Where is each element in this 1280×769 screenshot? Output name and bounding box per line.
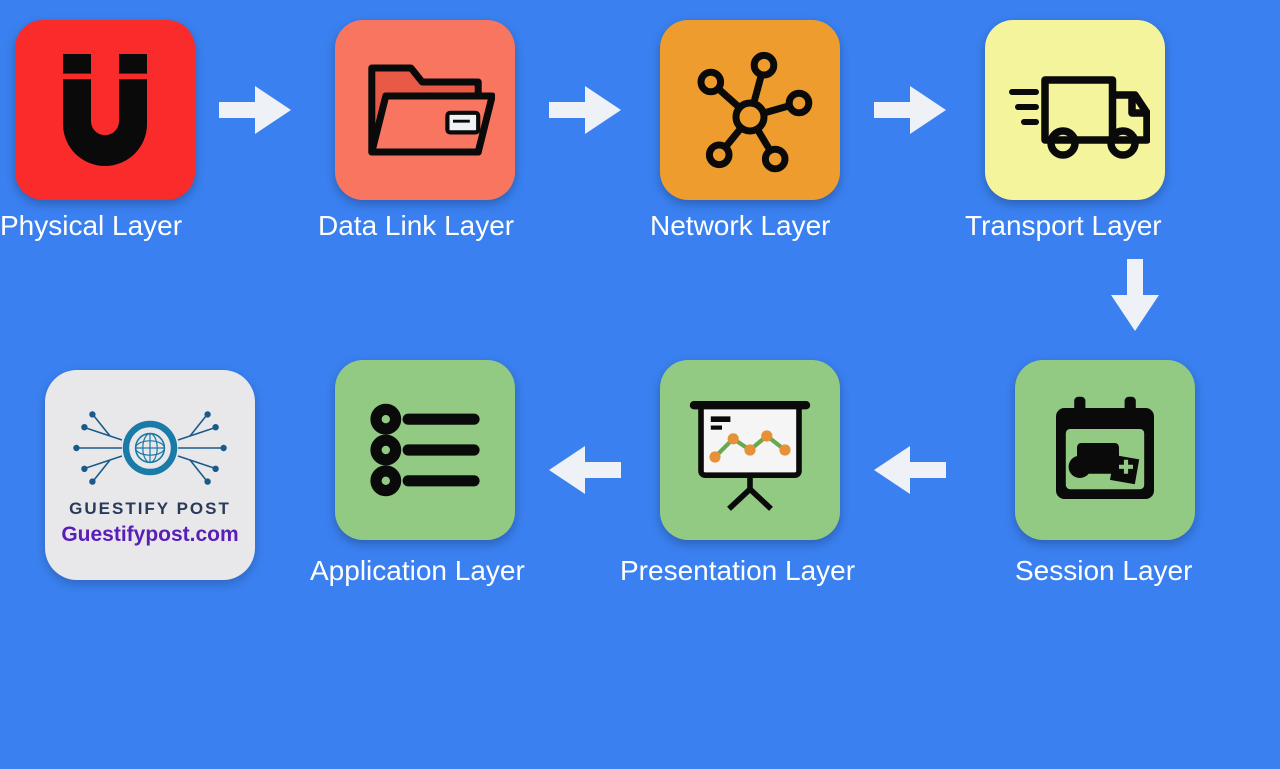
tile-session bbox=[1015, 360, 1195, 540]
tile-physical bbox=[15, 20, 195, 200]
guestify-logo-icon bbox=[70, 403, 230, 493]
folder-icon bbox=[355, 40, 495, 180]
label-session: Session Layer bbox=[1015, 555, 1192, 587]
label-transport: Transport Layer bbox=[965, 210, 1162, 242]
tile-datalink bbox=[335, 20, 515, 200]
tile-presentation bbox=[660, 360, 840, 540]
tile-application bbox=[335, 360, 515, 540]
arrow-left-1 bbox=[870, 440, 950, 500]
magnet-icon bbox=[35, 40, 175, 180]
label-datalink: Data Link Layer bbox=[318, 210, 514, 242]
label-presentation: Presentation Layer bbox=[620, 555, 855, 587]
logo-url: Guestifypost.com bbox=[61, 523, 238, 547]
logo-card: GUESTIFY POST Guestifypost.com bbox=[45, 370, 255, 580]
label-physical: Physical Layer bbox=[0, 210, 182, 242]
arrow-right-2 bbox=[545, 80, 625, 140]
logo-title: GUESTIFY POST bbox=[69, 499, 231, 519]
label-application: Application Layer bbox=[310, 555, 525, 587]
arrow-right-1 bbox=[215, 80, 295, 140]
graph-icon bbox=[680, 40, 820, 180]
arrow-down bbox=[1105, 255, 1165, 335]
tile-transport bbox=[985, 20, 1165, 200]
arrow-right-3 bbox=[870, 80, 950, 140]
arrow-left-2 bbox=[545, 440, 625, 500]
board-icon bbox=[680, 380, 820, 520]
calendar-icon bbox=[1035, 380, 1175, 520]
list-icon bbox=[355, 380, 495, 520]
label-network: Network Layer bbox=[650, 210, 831, 242]
truck-icon bbox=[1000, 35, 1150, 185]
tile-network bbox=[660, 20, 840, 200]
